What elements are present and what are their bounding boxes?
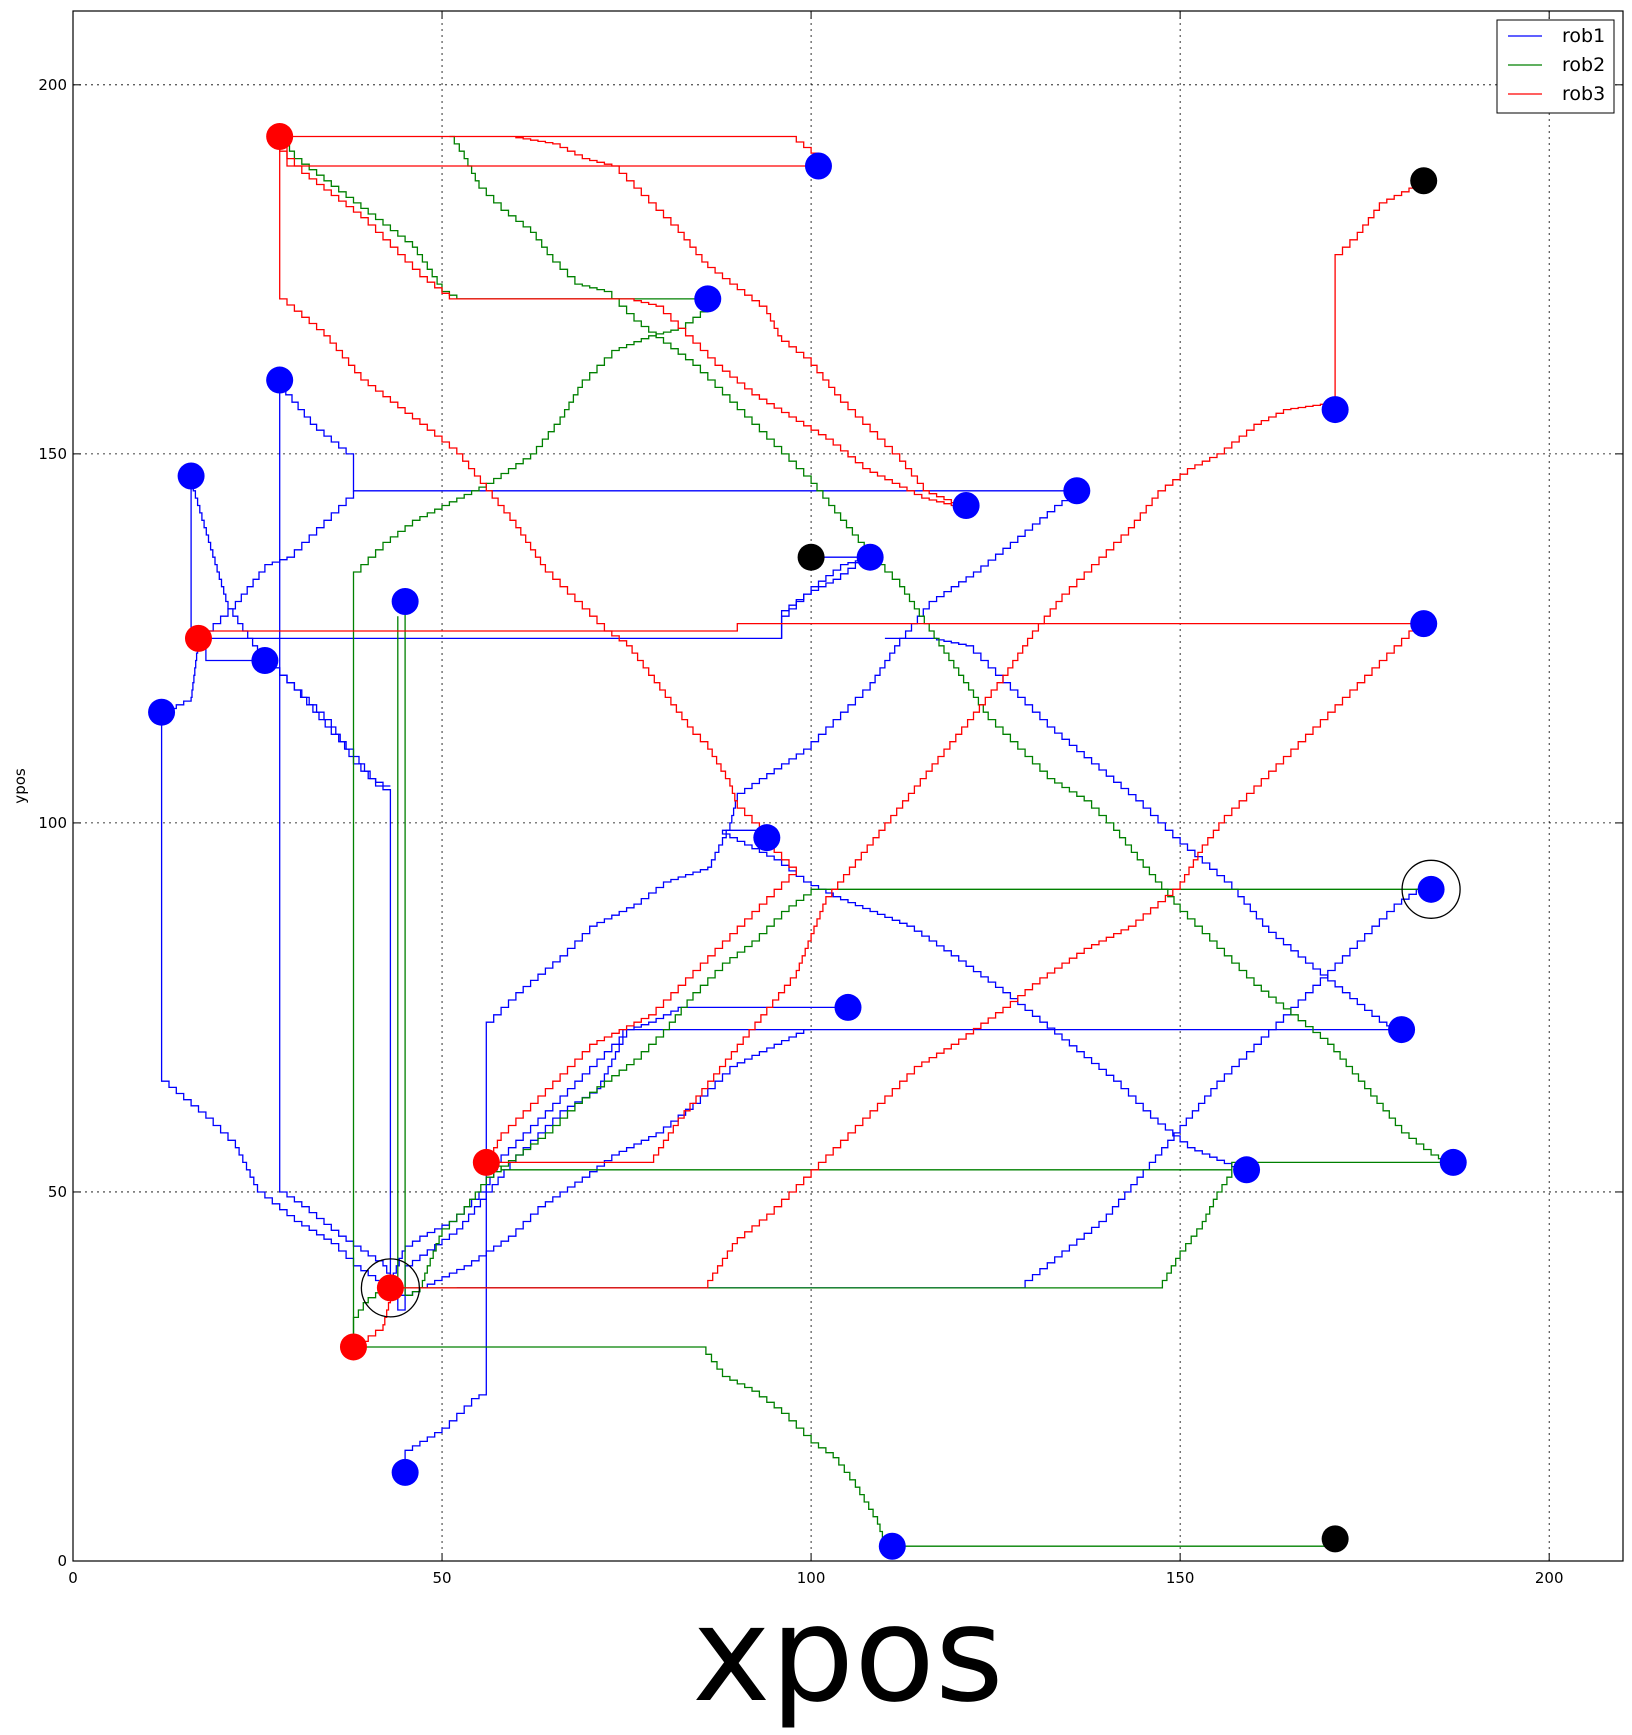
highlight-ring [360, 1258, 421, 1318]
legend-label-rob3: rob3 [1562, 83, 1605, 105]
point-marker [797, 543, 825, 571]
series-line-rob1 [160, 712, 392, 1288]
series-line-rob1 [390, 1028, 812, 1296]
point-marker [1321, 1525, 1349, 1553]
series-line-rob2 [353, 1346, 1336, 1547]
grid-layer [73, 11, 1623, 1561]
y-tick-label: 0 [57, 1552, 67, 1570]
series-line-rob1 [264, 659, 392, 1281]
highlight-ring [1401, 859, 1461, 919]
series-line-rob1 [279, 380, 1078, 1473]
point-marker [376, 1274, 404, 1302]
plot-frame [72, 10, 1624, 1562]
y-tick-label: 100 [38, 814, 67, 832]
series-line-rob3 [486, 180, 1432, 1164]
point-marker [1063, 477, 1091, 505]
x-tick-label: 100 [797, 1569, 826, 1587]
point-marker [694, 285, 722, 313]
series-line-rob3 [353, 1287, 399, 1348]
point-marker [1410, 610, 1438, 638]
series-line-rob3 [279, 136, 768, 845]
point-marker [1321, 396, 1349, 424]
legend-items: rob1 rob2 rob3 [1508, 25, 1605, 105]
x-tick-label: 150 [1166, 1569, 1195, 1587]
x-tick-label: 200 [1535, 1569, 1564, 1587]
ticks-layer: 0 50 100 150 200 0 50 100 150 200 [38, 11, 1623, 1587]
series-line-rob3 [515, 136, 967, 507]
point-marker [266, 122, 294, 150]
series-line-rob1 [190, 476, 871, 640]
series-line-rob1 [721, 829, 1247, 1171]
x-tick-label: 50 [433, 1569, 452, 1587]
series-line-rob2 [390, 1161, 1446, 1289]
legend: rob1 rob2 rob3 [1496, 19, 1615, 114]
series-line-rob2 [352, 306, 709, 1347]
series-rob1 [160, 380, 1424, 1473]
point-marker [804, 152, 832, 180]
point-marker [1388, 1016, 1416, 1044]
point-marker [339, 1333, 367, 1361]
series-line-rob3 [197, 615, 1432, 647]
point-marker [1439, 1148, 1467, 1176]
points-layer [148, 122, 1467, 1560]
point-marker [184, 624, 212, 652]
point-marker [1233, 1156, 1261, 1184]
series-line-rob2 [279, 135, 708, 300]
point-marker [266, 366, 294, 394]
point-marker [753, 824, 781, 852]
legend-label-rob2: rob2 [1562, 54, 1605, 76]
series-line-rob1 [161, 638, 200, 713]
series-line-rob1 [456, 888, 1424, 1289]
point-marker [856, 543, 884, 571]
series-line-rob2 [404, 601, 1432, 1296]
point-marker [391, 587, 419, 615]
series-line-rob3 [279, 135, 820, 167]
y-tick-label: 200 [38, 76, 67, 94]
point-marker [1410, 167, 1438, 195]
point-marker [472, 1148, 500, 1176]
point-marker [177, 462, 205, 490]
point-marker [148, 698, 176, 726]
point-marker [952, 492, 980, 520]
x-tick-label: 0 [68, 1569, 78, 1587]
y-tick-label: 150 [38, 445, 67, 463]
series-line-rob3 [486, 837, 797, 1164]
point-marker [391, 1458, 419, 1486]
series-line-rob3 [390, 622, 1424, 1289]
y-axis-label: ypos [11, 768, 29, 804]
point-marker [834, 993, 862, 1021]
point-marker [251, 647, 279, 675]
x-axis-label: xpos [692, 1578, 1003, 1732]
legend-label-rob1: rob1 [1562, 25, 1605, 47]
series-rob2 [279, 135, 1447, 1547]
series-line-rob3 [279, 143, 959, 507]
point-marker [878, 1532, 906, 1560]
y-tick-label: 50 [48, 1183, 67, 1201]
series-line-rob2 [449, 135, 1447, 1163]
series-line-rob1 [205, 490, 355, 662]
point-marker [1417, 875, 1445, 903]
series-line-rob1 [884, 637, 1402, 1031]
series-line-rob1 [780, 556, 871, 639]
